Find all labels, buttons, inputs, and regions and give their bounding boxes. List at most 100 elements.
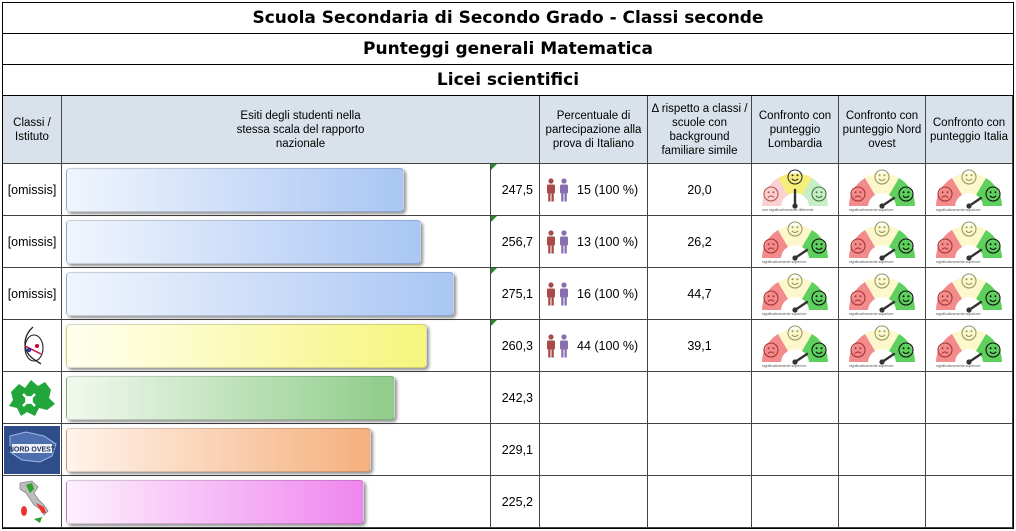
- cmp-italia-cell: [926, 372, 1013, 424]
- cmp-lombardia-cell: significativamente superiore: [752, 320, 839, 372]
- row-label: [omissis]: [3, 164, 62, 216]
- header-classes-text: Classi / Istituto: [13, 116, 51, 143]
- gauge-caption: significativamente superiore: [762, 260, 807, 264]
- cmp-italia-cell: significativamente superiore: [926, 164, 1013, 216]
- cmp-lombardia-cell: significativamente superiore: [752, 216, 839, 268]
- participation-cell: 15 (100 %): [540, 164, 648, 216]
- cmp-nordovest-cell: significativamente superiore: [839, 216, 926, 268]
- note-marker-icon: [491, 216, 497, 222]
- header-cmp-italia-text: Confronto con punteggio Italia: [929, 116, 1008, 143]
- cmp-lombardia-cell: significativamente superiore: [752, 268, 839, 320]
- male-student-icon: [547, 281, 555, 305]
- students-icon: [546, 177, 569, 202]
- comparison-gauge: significativamente superiore: [758, 270, 832, 323]
- row-label: [3, 476, 62, 528]
- header-participation-text: Percentuale di partecipazione alla prova…: [545, 109, 642, 150]
- gauge-dial-icon: [849, 221, 915, 261]
- comparison-gauge: significativamente superiore: [932, 166, 1006, 219]
- cmp-lombardia-cell: [752, 424, 839, 476]
- header-classes: Classi / Istituto: [3, 96, 62, 164]
- gauge-dial-icon: [936, 221, 1002, 261]
- cmp-italia-cell: [926, 424, 1013, 476]
- score-bar: [66, 480, 364, 524]
- row-label-text: [omissis]: [7, 286, 57, 301]
- score-bar-cell: [62, 268, 491, 320]
- gauge-dial-icon: [936, 169, 1002, 209]
- female-student-icon: [560, 177, 568, 201]
- score-bar-cell: [62, 424, 491, 476]
- cmp-italia-cell: [926, 476, 1013, 528]
- male-student-icon: [547, 177, 555, 201]
- note-marker-icon: [491, 320, 497, 326]
- participation-text: 15 (100 %): [577, 182, 639, 197]
- row-label: [omissis]: [3, 216, 62, 268]
- school-type-title: Scuola Secondaria di Secondo Grado - Cla…: [3, 3, 1013, 34]
- comparison-gauge: non significativamente differente: [758, 166, 832, 219]
- score-bar: [66, 168, 404, 212]
- female-student-icon: [560, 229, 568, 253]
- score-bar-cell: [62, 372, 491, 424]
- cmp-nordovest-cell: significativamente superiore: [839, 268, 926, 320]
- score-value: 256,7: [491, 216, 540, 268]
- score-text: 247,5: [501, 182, 533, 197]
- score-text: 256,7: [501, 234, 533, 249]
- header-outcomes-text: Esiti degli studenti nella stessa scala …: [236, 109, 365, 150]
- comparison-gauge: significativamente superiore: [845, 218, 919, 271]
- score-value: 242,3: [491, 372, 540, 424]
- female-student-icon: [560, 281, 568, 305]
- participation-cell: [540, 424, 648, 476]
- gauge-caption: significativamente superiore: [849, 312, 894, 316]
- nord-ovest-map-icon: NORD OVEST: [4, 425, 60, 474]
- score-bar-cell: [62, 164, 491, 216]
- delta-cell: [648, 476, 752, 528]
- comparison-gauge: significativamente superiore: [932, 270, 1006, 323]
- comparison-gauge: significativamente superiore: [932, 218, 1006, 271]
- cmp-italia-cell: significativamente superiore: [926, 216, 1013, 268]
- school-kind-title: Licei scientifici: [3, 65, 1013, 96]
- gauge-dial-icon: [849, 169, 915, 209]
- gauge-dial-icon: [849, 325, 915, 365]
- row-label: NORD OVEST: [3, 424, 62, 476]
- cmp-italia-cell: significativamente superiore: [926, 320, 1013, 372]
- gauge-caption: significativamente superiore: [849, 364, 894, 368]
- delta-cell: [648, 424, 752, 476]
- gauge-caption: significativamente superiore: [849, 208, 894, 212]
- header-outcomes: Esiti degli studenti nella stessa scala …: [62, 96, 540, 164]
- italia-map-icon: [19, 480, 49, 523]
- gauge-dial-icon: [762, 221, 828, 261]
- students-icon: [546, 281, 569, 306]
- score-value: 260,3: [491, 320, 540, 372]
- gauge-dial-icon: [849, 273, 915, 313]
- cmp-nordovest-cell: significativamente superiore: [839, 320, 926, 372]
- score-text: 225,2: [501, 494, 533, 509]
- cmp-lombardia-cell: [752, 476, 839, 528]
- note-marker-icon: [491, 164, 497, 170]
- comparison-gauge: significativamente superiore: [758, 322, 832, 375]
- participation-cell: [540, 372, 648, 424]
- participation-cell: 44 (100 %): [540, 320, 648, 372]
- nord-ovest-map-label: NORD OVEST: [9, 446, 56, 453]
- score-bar: [66, 272, 454, 316]
- participation-text: 13 (100 %): [577, 234, 639, 249]
- score-bar: [66, 220, 421, 264]
- delta-text: 44,7: [687, 286, 712, 301]
- subject-title: Punteggi generali Matematica: [3, 34, 1013, 65]
- score-bar-cell: [62, 216, 491, 268]
- comparison-gauge: significativamente superiore: [845, 270, 919, 323]
- score-bar-cell: [62, 476, 491, 528]
- header-cmp-lombardia-text: Confronto con punteggio Lombardia: [758, 109, 832, 150]
- score-text: 229,1: [501, 442, 533, 457]
- gauge-dial-icon: [762, 325, 828, 365]
- row-label: [omissis]: [3, 268, 62, 320]
- cmp-nordovest-cell: [839, 424, 926, 476]
- score-value: 247,5: [491, 164, 540, 216]
- gauge-dial-icon: [762, 273, 828, 313]
- female-student-icon: [560, 333, 568, 357]
- comparison-gauge: significativamente superiore: [758, 218, 832, 271]
- header-cmp-nordovest: Confronto con punteggio Nord ovest: [839, 96, 926, 164]
- male-student-icon: [547, 333, 555, 357]
- male-student-icon: [547, 229, 555, 253]
- lombardia-map-icon: [9, 379, 55, 416]
- gauge-caption: non significativamente differente: [762, 208, 814, 212]
